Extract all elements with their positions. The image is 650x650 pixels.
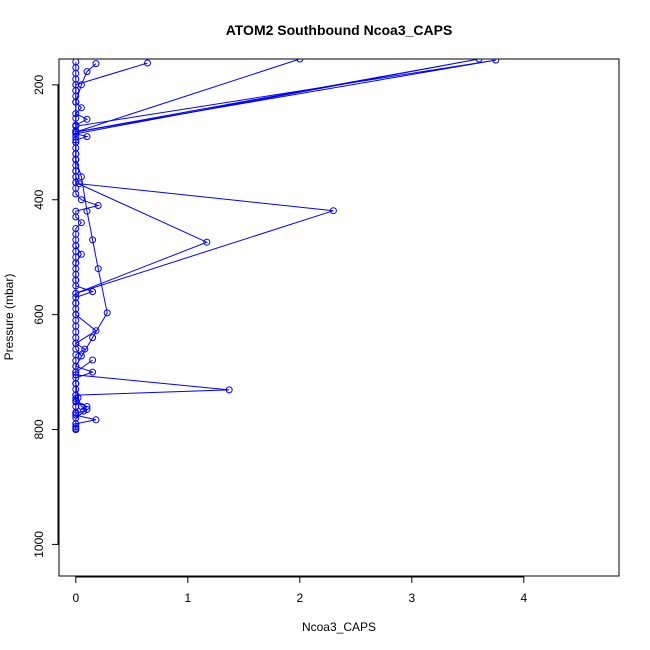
data-point <box>72 173 80 181</box>
data-point <box>72 311 80 319</box>
data-point <box>83 68 91 76</box>
data-point <box>89 334 97 342</box>
series-line-3 <box>75 59 480 171</box>
data-point <box>92 416 100 424</box>
y-tick-label: 800 <box>32 419 46 439</box>
data-point <box>72 345 80 353</box>
data-point <box>72 81 80 89</box>
data-point <box>72 411 80 419</box>
y-tick-label: 1000 <box>32 531 46 558</box>
x-tick-label: 4 <box>520 591 527 605</box>
data-point <box>83 403 91 410</box>
data-point <box>72 423 80 431</box>
series-line-4 <box>75 59 300 295</box>
data-point <box>72 276 80 284</box>
data-point <box>77 104 85 112</box>
data-point <box>72 289 80 297</box>
y-axis: 200 400 600 800 1000 <box>32 75 59 558</box>
data-point <box>89 288 97 296</box>
x-tick-label: 3 <box>408 591 415 605</box>
x-tick-label: 0 <box>72 591 79 605</box>
series-line-2 <box>75 59 496 430</box>
data-point <box>89 236 97 244</box>
data-point <box>77 219 85 227</box>
data-point <box>83 115 91 123</box>
data-point <box>144 59 151 67</box>
data-point <box>72 128 80 136</box>
data-point <box>72 156 80 163</box>
data-point <box>72 371 80 379</box>
data-point <box>75 180 83 188</box>
data-point <box>72 395 80 402</box>
data-point <box>92 327 100 335</box>
data-point <box>92 60 100 68</box>
data-point <box>77 196 85 204</box>
data-point <box>225 386 233 394</box>
data-point <box>81 345 89 353</box>
data-point <box>83 133 91 141</box>
data-point <box>72 190 80 198</box>
data-point <box>80 407 88 415</box>
data-point <box>94 202 102 209</box>
data-point <box>89 356 97 364</box>
y-tick-label: 200 <box>32 75 46 95</box>
data-point <box>296 59 304 63</box>
series-layer <box>72 59 500 433</box>
data-point <box>72 368 80 376</box>
data-point <box>103 309 111 317</box>
data-point <box>77 250 85 258</box>
data-point <box>72 398 80 406</box>
data-point <box>89 368 97 376</box>
y-tick-label: 600 <box>32 304 46 324</box>
data-point <box>492 59 500 64</box>
data-point <box>72 213 80 221</box>
y-tick-label: 400 <box>32 189 46 209</box>
data-point <box>475 59 483 63</box>
chart-title: ATOM2 Southbound Ncoa3_CAPS <box>226 22 453 38</box>
data-point <box>94 265 102 273</box>
data-point <box>77 352 85 360</box>
x-tick-label: 1 <box>184 591 191 605</box>
data-point <box>329 207 337 215</box>
data-point <box>72 391 80 399</box>
x-axis-label: Ncoa3_CAPS <box>302 620 376 634</box>
x-axis: 0 1 2 3 4 <box>72 576 527 605</box>
x-tick-label: 2 <box>296 591 303 605</box>
data-point <box>83 207 91 215</box>
series-line-5 <box>75 176 334 357</box>
data-point <box>72 242 80 250</box>
data-point <box>72 426 80 433</box>
data-point <box>72 259 80 267</box>
plot-area-frame <box>58 58 620 577</box>
data-point <box>72 380 80 388</box>
y-axis-label: Pressure (mbar) <box>2 274 16 361</box>
data-point <box>203 238 211 246</box>
series-line-6 <box>75 359 230 430</box>
data-point <box>72 299 80 307</box>
